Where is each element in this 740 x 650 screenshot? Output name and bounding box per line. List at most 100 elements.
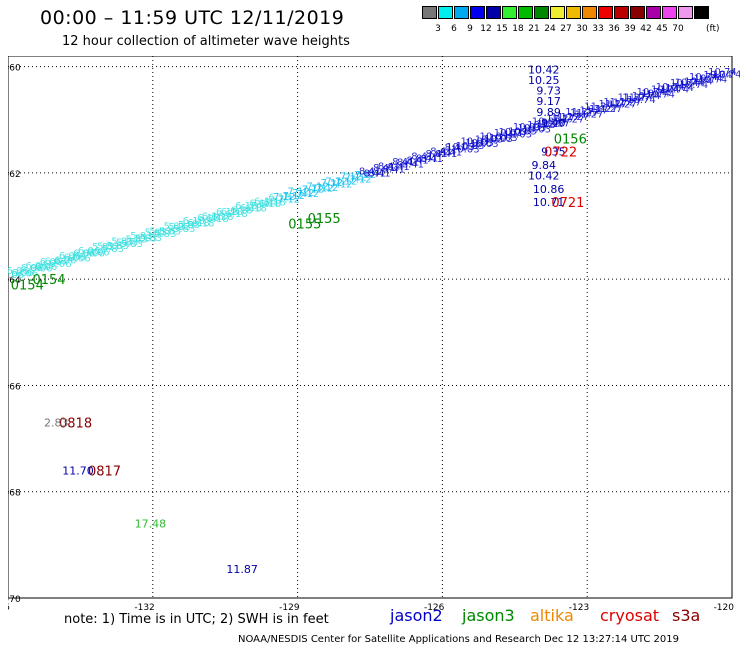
track-value-label: 11.27 [556, 115, 585, 126]
track-value-label: 6.06 [64, 253, 86, 264]
track-value-label: 11.27 [551, 112, 580, 123]
satellite-name: cryosat [600, 606, 660, 625]
track-value-label: 10.74 [675, 77, 704, 88]
track-value-label: 10.03 [503, 130, 532, 141]
track-value-label: 6.18 [240, 203, 262, 214]
legend-value: 30 [576, 24, 588, 34]
stack-value-label: 9.40 [541, 116, 566, 129]
stack-value-label: 10.42 [528, 63, 560, 76]
track-value-label: 5.83 [102, 244, 124, 255]
track-value-label: 7.12 [302, 184, 324, 195]
track-value-label: 5.83 [164, 222, 186, 233]
track-value-label: 7.12 [340, 172, 362, 183]
pass-time-label: 0818 [59, 417, 92, 432]
lon-tick-label: -126 [424, 603, 445, 611]
map-frame [8, 56, 733, 599]
track-value-label: 10.03 [479, 132, 508, 143]
track-value-label: 10.03 [499, 127, 528, 138]
stack-value-label: 9.84 [532, 159, 557, 172]
track-value-label: 11.27 [603, 97, 632, 108]
track-value-label: 6.18 [254, 196, 276, 207]
wave-height-label: 2.83 [44, 417, 69, 430]
track-value-label: 5.83 [116, 237, 138, 248]
track-value-label: 8.41 [378, 162, 400, 173]
track-value-label: 11.27 [541, 119, 570, 130]
track-value-label: 6.18 [230, 205, 252, 216]
track-value-label: 5.83 [168, 222, 190, 233]
stack-value-label: 10.71 [533, 196, 565, 209]
track-value-label: 7.12 [306, 181, 328, 192]
track-value-label: 8.41 [359, 166, 381, 177]
track-value-label: 7.12 [311, 184, 333, 195]
pass-time-label: 0817 [88, 464, 121, 479]
legend-swatch [502, 6, 517, 19]
track-value-label: 6.18 [192, 218, 214, 229]
track-value-label: 10.74 [656, 82, 685, 93]
track-value-label: 8.41 [440, 148, 462, 159]
legend-swatch [566, 6, 581, 19]
track-value-label: 10.03 [518, 123, 547, 134]
lon-tick-label: -135 [8, 603, 10, 611]
track-value-label: 8.41 [435, 149, 457, 160]
track-value-label: 5.83 [106, 241, 128, 252]
track-value-label: 6.06 [35, 262, 57, 273]
track-value-label: 6.06 [59, 251, 81, 262]
legend-value: 15 [496, 24, 508, 34]
legend-value: 42 [640, 24, 652, 34]
legend-swatch [422, 6, 437, 19]
track-value-label: 10.03 [475, 134, 504, 145]
track-value-label: 5.83 [159, 227, 181, 238]
track-value-label: 10.74 [632, 91, 661, 102]
track-value-label: 7.12 [283, 191, 305, 202]
track-value-label: 10.74 [699, 75, 728, 86]
track-value-label: 6.06 [30, 264, 52, 275]
track-value-label: 7.12 [273, 192, 295, 203]
track-value-label: 10.74 [670, 78, 699, 89]
track-value-label: 5.83 [130, 231, 152, 242]
track-value-label: 6.18 [235, 201, 257, 212]
track-value-label: 6.18 [226, 209, 248, 220]
track-value-label: 5.83 [121, 239, 143, 250]
track-value-label: 6.18 [187, 218, 209, 229]
track-value-label: 6.18 [202, 211, 224, 222]
track-value-label: 6.06 [54, 255, 76, 266]
track-value-label: 11.27 [580, 105, 609, 116]
track-value-label: 6.18 [183, 216, 205, 227]
track-value-label: 6.06 [45, 257, 67, 268]
track-value-label: 11.27 [622, 93, 651, 104]
track-value-label: 7.12 [345, 173, 367, 184]
track-value-label: 10.03 [470, 139, 499, 150]
pass-time-label: 0154 [11, 278, 44, 293]
lon-tick-label: -120 [714, 603, 735, 611]
track-value-label: 8.41 [387, 162, 409, 173]
track-value-label: 5.83 [173, 224, 195, 235]
track-value-label: 10.74 [708, 67, 737, 78]
track-value-label: 6.18 [206, 214, 228, 225]
track-value-label: 10.74 [713, 69, 740, 80]
track-value-label: 6.06 [40, 257, 62, 268]
legend-value: 12 [480, 24, 492, 34]
legend-value: 36 [608, 24, 620, 34]
lon-tick-label: -132 [134, 603, 154, 611]
lat-tick-label: -68 [8, 489, 21, 499]
track-value-label: 6.06 [8, 266, 29, 277]
track-value-label: 10.03 [513, 122, 542, 133]
track-value-label: 8.41 [421, 154, 443, 165]
track-value-label: 10.03 [508, 127, 537, 138]
track-value-label: 6.18 [249, 199, 271, 210]
legend-swatch [630, 6, 645, 19]
track-value-label: 8.41 [383, 164, 405, 175]
wave-height-label: 17.48 [135, 518, 167, 531]
track-value-label: 11.27 [608, 100, 637, 111]
stack-value-label: 9.89 [536, 106, 561, 119]
legend-swatch [454, 6, 469, 19]
map-tick-labels: -135 -132 -129 -126 -123 -120 -60 -62 -64 -66 -68 -… [8, 64, 734, 611]
track-value-label: 8.41 [368, 169, 390, 180]
track-value-label: 10.74 [637, 87, 666, 98]
track-value-label: 5.83 [97, 242, 119, 253]
track-value-label: 5.83 [140, 233, 162, 244]
track-value-label: 10.03 [522, 124, 551, 135]
lat-tick-label: -62 [8, 170, 21, 180]
track-value-label: 10.74 [665, 83, 694, 94]
track-value-label: 10.74 [660, 84, 689, 95]
